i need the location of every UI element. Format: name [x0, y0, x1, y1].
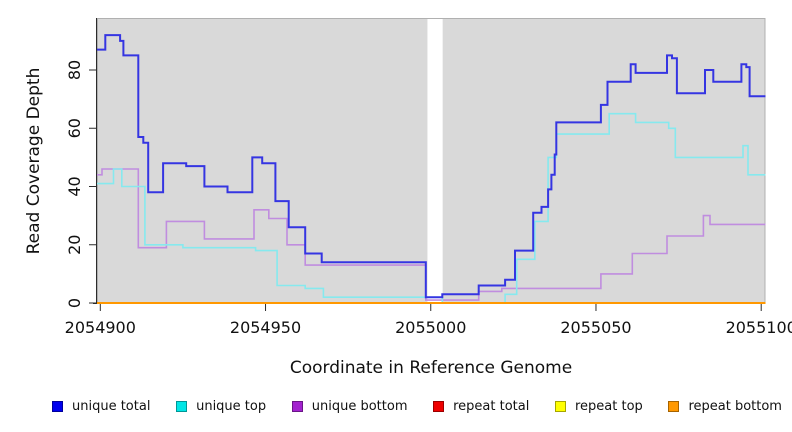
plot-canvas: 2054900 2054950 2055000 2055050 2055100 0 20 40… [65, 18, 792, 337]
legend-item-repeat-bottom: repeat bottom [668, 399, 782, 414]
legend-item-repeat-top: repeat top [555, 399, 643, 414]
svg-text:40: 40 [65, 176, 84, 196]
x-axis-title: Coordinate in Reference Genome [289, 358, 573, 378]
unique-top-swatch-icon [176, 401, 188, 412]
repeat-total-swatch-icon [433, 401, 445, 412]
svg-text:2055050: 2055050 [560, 318, 631, 337]
svg-text:20: 20 [65, 235, 84, 255]
unique-bottom-swatch-icon [291, 401, 303, 412]
legend-label: unique total [72, 399, 151, 414]
svg-text:0: 0 [65, 298, 84, 308]
legend-item-unique-bottom: unique bottom [291, 399, 408, 414]
repeat-bottom-swatch-icon [668, 401, 680, 412]
chart-legend: unique total unique top unique bottom re… [52, 399, 782, 414]
svg-text:2055000: 2055000 [395, 318, 466, 337]
legend-label: unique bottom [311, 399, 408, 414]
y-axis-title: Read Coverage Depth [24, 67, 44, 255]
unique-total-swatch-icon [52, 401, 63, 412]
legend-label: repeat top [575, 399, 643, 414]
svg-text:2054900: 2054900 [65, 318, 136, 337]
svg-text:60: 60 [65, 118, 84, 138]
legend-label: unique top [196, 399, 267, 414]
svg-text:2055100: 2055100 [726, 318, 792, 337]
svg-text:2054950: 2054950 [230, 318, 301, 337]
legend-item-unique-top: unique top [176, 399, 266, 414]
legend-item-repeat-total: repeat total [433, 399, 529, 414]
legend-label: repeat bottom [688, 399, 782, 414]
legend-item-unique-total: unique total [52, 399, 150, 414]
repeat-top-swatch-icon [555, 401, 566, 412]
legend-label: repeat total [453, 399, 530, 414]
svg-text:80: 80 [65, 60, 84, 80]
